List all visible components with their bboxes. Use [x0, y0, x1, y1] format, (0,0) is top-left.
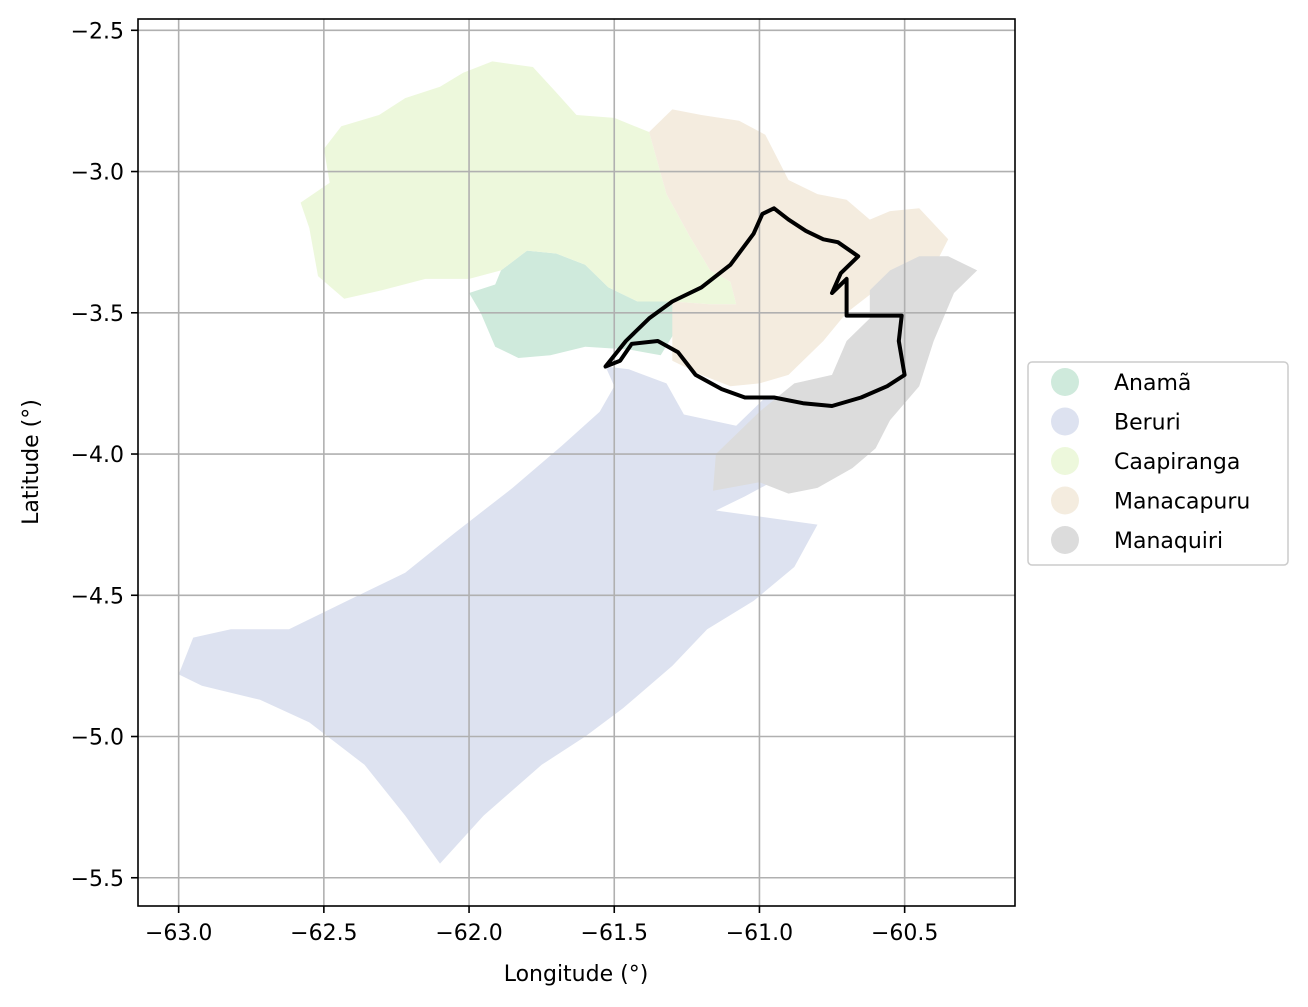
legend: Anamã Beruri Caapiranga Manacapuru Manaquiri: [1027, 361, 1289, 566]
y-tick-label: −2.5: [71, 19, 124, 44]
legend-marker: [1051, 447, 1079, 475]
region-5: [713, 256, 978, 494]
legend-marker: [1051, 407, 1079, 436]
legend-marker: [1051, 486, 1079, 515]
x-tick-label: −63.0: [145, 921, 212, 946]
legend-label: Manaquiri: [1114, 529, 1223, 554]
x-tick-label: −62.5: [290, 921, 357, 946]
region-polygons: [178, 61, 978, 864]
region-4: [649, 109, 949, 387]
y-tick-label: −3.5: [71, 302, 124, 327]
legend-marker: [1051, 526, 1079, 554]
region-3: [300, 61, 737, 305]
y-tick-label: −4.5: [71, 584, 124, 609]
x-tick-label: −60.5: [871, 921, 938, 946]
plot-frame: [137, 18, 1016, 907]
legend-label: Caapiranga: [1114, 450, 1240, 475]
x-tick-label: −62.0: [435, 921, 502, 946]
outline-boundary: [603, 206, 907, 408]
y-tick-label: −3.0: [71, 161, 124, 186]
y-tick-label: −5.5: [71, 867, 124, 892]
y-tick-label: −4.0: [71, 443, 124, 468]
region-2: [178, 366, 818, 864]
x-tick-label: −61.0: [726, 921, 793, 946]
y-axis-label: Latitude (°): [19, 399, 44, 525]
legend-frame: [1027, 361, 1289, 566]
y-tick-label: −5.0: [71, 726, 124, 751]
legend-marker: [1051, 368, 1079, 396]
legend-label: Anamã: [1114, 371, 1191, 396]
x-axis-label: Longitude (°): [504, 962, 649, 987]
x-tick-label: −61.5: [581, 921, 648, 946]
x-axis-ticks: −63.0 −62.5 −62.0 −61.5 −61.0 −60.5: [145, 906, 938, 946]
highlight-outline: [603, 206, 907, 408]
y-axis-ticks: −2.5 −3.0 −3.5 −4.0 −4.5 −5.0 −5.5: [71, 19, 138, 892]
gridlines: [138, 19, 1015, 906]
region-1: [469, 250, 679, 358]
legend-label: Manacapuru: [1114, 490, 1250, 515]
legend-label: Beruri: [1114, 411, 1181, 436]
